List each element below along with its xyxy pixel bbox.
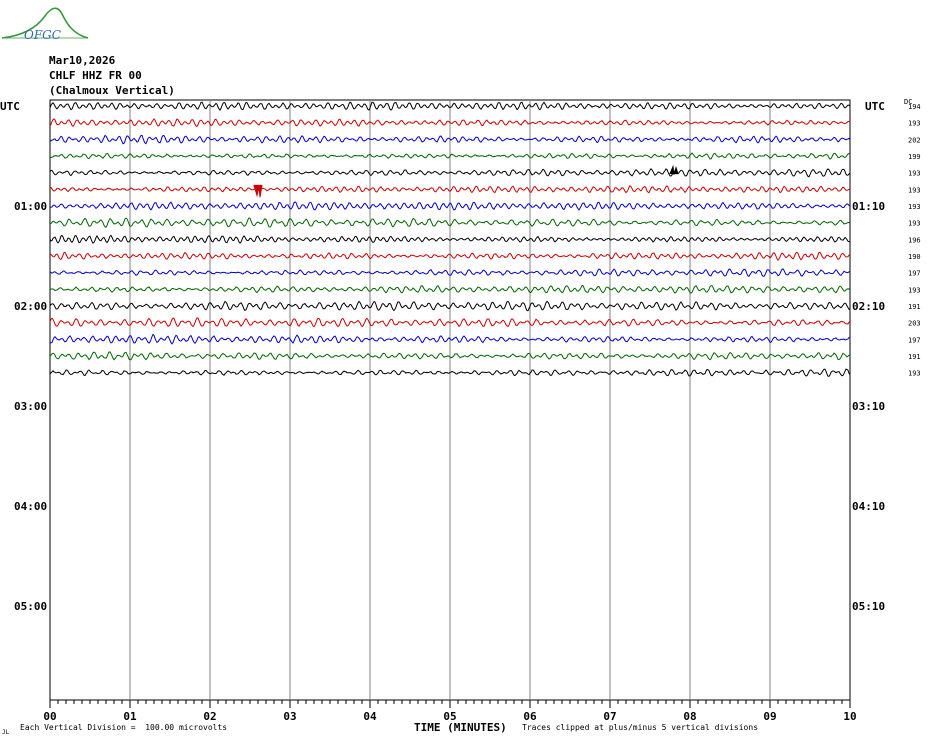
x-tick-label: 07	[603, 710, 616, 723]
clip-note: Traces clipped at plus/minus 5 vertical …	[522, 723, 759, 732]
dc-offset-label: 197	[908, 270, 921, 278]
trace-line	[49, 333, 851, 345]
right-axis-label: UTC	[865, 100, 885, 113]
trace-line	[49, 317, 851, 328]
right-hour-label: 05:10	[852, 600, 885, 613]
trace-line	[49, 284, 851, 294]
left-hour-label: 02:00	[14, 300, 47, 313]
dc-label: DC	[904, 98, 912, 106]
dc-offset-label: 194	[908, 103, 921, 111]
event-spike	[669, 164, 679, 175]
left-axis-label: UTC	[0, 100, 20, 113]
dc-offset-label: 197	[908, 336, 921, 344]
trace-line	[49, 368, 851, 377]
trace-line	[49, 351, 851, 361]
trace-line	[49, 168, 851, 178]
trace-line	[49, 101, 851, 112]
dc-offset-label: 193	[908, 170, 921, 178]
trace-line	[49, 251, 851, 261]
x-tick-label: 10	[843, 710, 856, 723]
dc-offset-label: 193	[908, 120, 921, 128]
dc-offset-label: 203	[908, 320, 921, 328]
x-tick-label: 02	[203, 710, 216, 723]
dc-offset-label: 191	[908, 353, 921, 361]
dc-offset-label: 202	[908, 136, 921, 144]
dc-offset-label: 199	[908, 153, 921, 161]
x-axis-title: TIME (MINUTES)	[414, 721, 507, 734]
logo-mountain-icon	[1, 7, 89, 39]
trace-line	[49, 234, 851, 244]
trace-line	[49, 300, 851, 312]
x-tick-label: 00	[43, 710, 56, 723]
dc-offset-label: 190	[908, 253, 921, 261]
channel-code: CHLF HHZ FR 00	[49, 69, 142, 82]
left-hour-label: 04:00	[14, 500, 47, 513]
left-hour-label: 03:00	[14, 400, 47, 413]
right-hour-label: 01:10	[852, 200, 885, 213]
dc-offset-label: 193	[908, 186, 921, 194]
right-hour-label: 03:10	[852, 400, 885, 413]
dc-offset-label: 193	[908, 220, 921, 228]
x-tick-label: 01	[123, 710, 137, 723]
trace-line	[49, 268, 851, 277]
logo-text: OFGC	[24, 28, 61, 42]
left-hour-label: 01:00	[14, 200, 47, 213]
right-hour-label: 04:10	[852, 500, 885, 513]
x-tick-label: 05	[443, 710, 456, 723]
dc-offset-label: 193	[908, 203, 921, 211]
x-tick-label: 04	[363, 710, 377, 723]
ofgc-logo	[0, 0, 90, 46]
event-spike	[253, 184, 263, 198]
x-tick-label: 09	[763, 710, 776, 723]
trace-line	[49, 201, 851, 211]
trace-line	[49, 217, 851, 229]
dc-offset-label: 193	[908, 286, 921, 294]
dc-offset-label: 193	[908, 370, 921, 378]
scale-note: Each Vertical Division = 100.00 microvol…	[20, 723, 228, 732]
record-date: Mar10,2026	[49, 54, 116, 67]
trace-line	[49, 184, 851, 194]
right-hour-label: 02:10	[852, 300, 885, 313]
station-name: (Chalmoux Vertical)	[49, 84, 175, 97]
dc-offset-label: 196	[908, 236, 921, 244]
credit-mark: JL	[2, 729, 10, 736]
trace-line	[49, 152, 851, 160]
dc-offset-label: 191	[908, 303, 921, 311]
left-hour-label: 05:00	[14, 600, 47, 613]
trace-line	[49, 134, 851, 145]
trace-line	[49, 118, 851, 128]
x-tick-label: 08	[683, 710, 696, 723]
x-tick-label: 06	[523, 710, 537, 723]
x-tick-label: 03	[283, 710, 296, 723]
